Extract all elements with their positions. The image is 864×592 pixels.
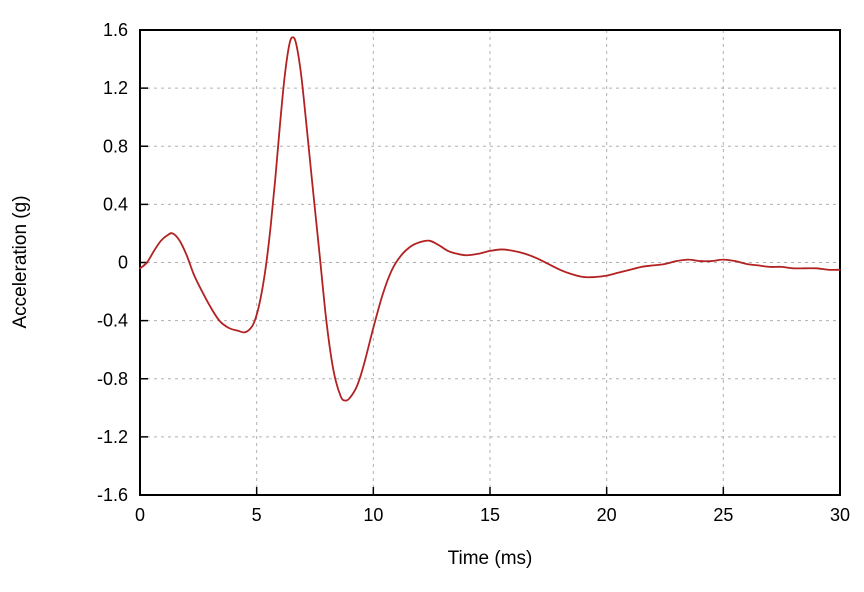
- y-tick-label: -1.6: [97, 485, 128, 505]
- y-tick-label: 0: [118, 253, 128, 273]
- y-axis-label: Acceleration (g): [10, 195, 31, 329]
- y-tick-label: -0.8: [97, 369, 128, 389]
- x-tick-label: 5: [252, 505, 262, 525]
- x-tick-label: 20: [597, 505, 617, 525]
- y-tick-label: -0.4: [97, 311, 128, 331]
- x-tick-label: 30: [830, 505, 850, 525]
- x-axis-label: Time (ms): [447, 548, 533, 569]
- x-tick-label: 0: [135, 505, 145, 525]
- x-tick-label: 10: [363, 505, 383, 525]
- y-tick-label: 0.4: [103, 194, 128, 214]
- x-tick-label: 15: [480, 505, 500, 525]
- data-line-acceleration: [139, 36, 841, 402]
- x-tick-label: 25: [713, 505, 733, 525]
- y-tick-label: -1.2: [97, 427, 128, 447]
- y-tick-label: 1.6: [103, 20, 128, 40]
- y-tick-label: 1.2: [103, 78, 128, 98]
- y-tick-label: 0.8: [103, 136, 128, 156]
